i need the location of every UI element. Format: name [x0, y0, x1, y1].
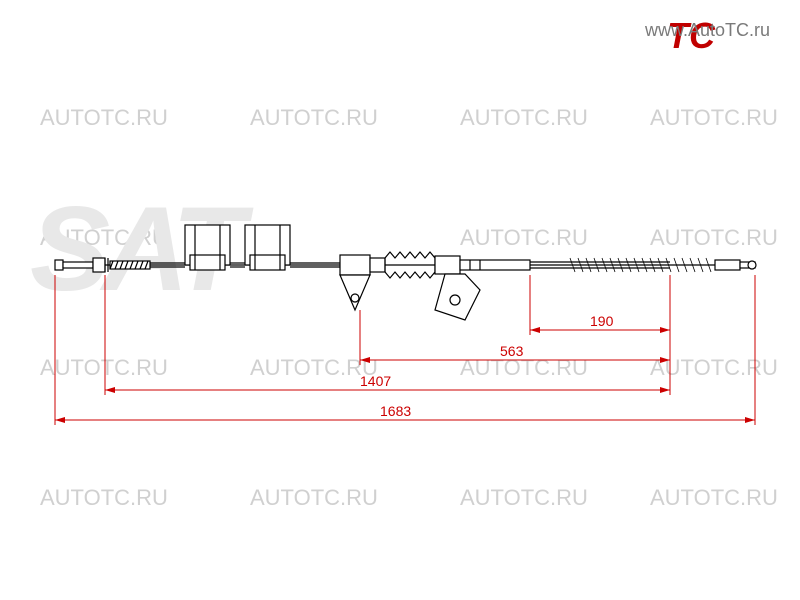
dimension-1683: 1683 — [380, 403, 411, 419]
dimension-190: 190 — [590, 313, 614, 329]
dimension-563: 563 — [500, 343, 524, 359]
dimension-1407: 1407 — [360, 373, 391, 389]
technical-drawing: 190 563 1407 1683 — [0, 0, 800, 600]
source-url: www.AutoTC.ru — [645, 20, 770, 41]
